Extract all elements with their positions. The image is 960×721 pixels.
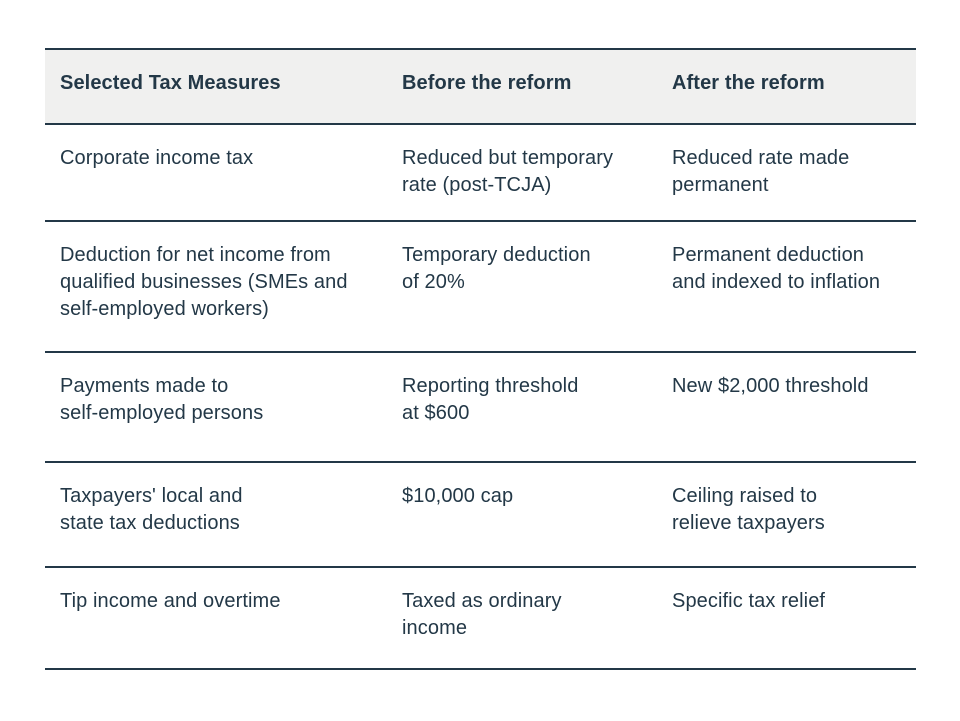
- table-row: Tip income and overtime Taxed as ordinar…: [45, 568, 916, 670]
- table-row: Deduction for net income from qualified …: [45, 222, 916, 353]
- cell-measure: Payments made to self-employed persons: [60, 375, 264, 424]
- table-row: Payments made to self-employed persons R…: [45, 353, 916, 463]
- cell-measure: Corporate income tax: [60, 147, 254, 169]
- cell-measure: Tip income and overtime: [60, 590, 281, 612]
- tax-measures-comparison-table: Selected Tax Measures Before the reform …: [45, 48, 916, 670]
- column-header-selected-tax-measures: Selected Tax Measures: [60, 72, 281, 94]
- cell-after: Specific tax relief: [672, 590, 826, 612]
- cell-measure: Deduction for net income from qualified …: [60, 244, 348, 320]
- cell-before: $10,000 cap: [402, 485, 514, 507]
- cell-before: Taxed as ordinary income: [402, 590, 562, 639]
- cell-after: New $2,000 threshold: [672, 375, 869, 397]
- cell-after: Permanent deduction and indexed to infla…: [672, 244, 881, 293]
- column-header-before-the-reform: Before the reform: [402, 72, 572, 94]
- table-row: Corporate income tax Reduced but tempora…: [45, 125, 916, 222]
- table-row: Taxpayers' local and state tax deduction…: [45, 463, 916, 568]
- cell-before: Reduced but temporary rate (post-TCJA): [402, 147, 614, 196]
- cell-measure: Taxpayers' local and state tax deduction…: [60, 485, 243, 534]
- cell-before: Temporary deduction of 20%: [402, 244, 591, 293]
- cell-after: Reduced rate made permanent: [672, 147, 850, 196]
- cell-before: Reporting threshold at $600: [402, 375, 579, 424]
- column-header-after-the-reform: After the reform: [672, 72, 825, 94]
- cell-after: Ceiling raised to relieve taxpayers: [672, 485, 825, 534]
- table-header-row: Selected Tax Measures Before the reform …: [45, 50, 916, 125]
